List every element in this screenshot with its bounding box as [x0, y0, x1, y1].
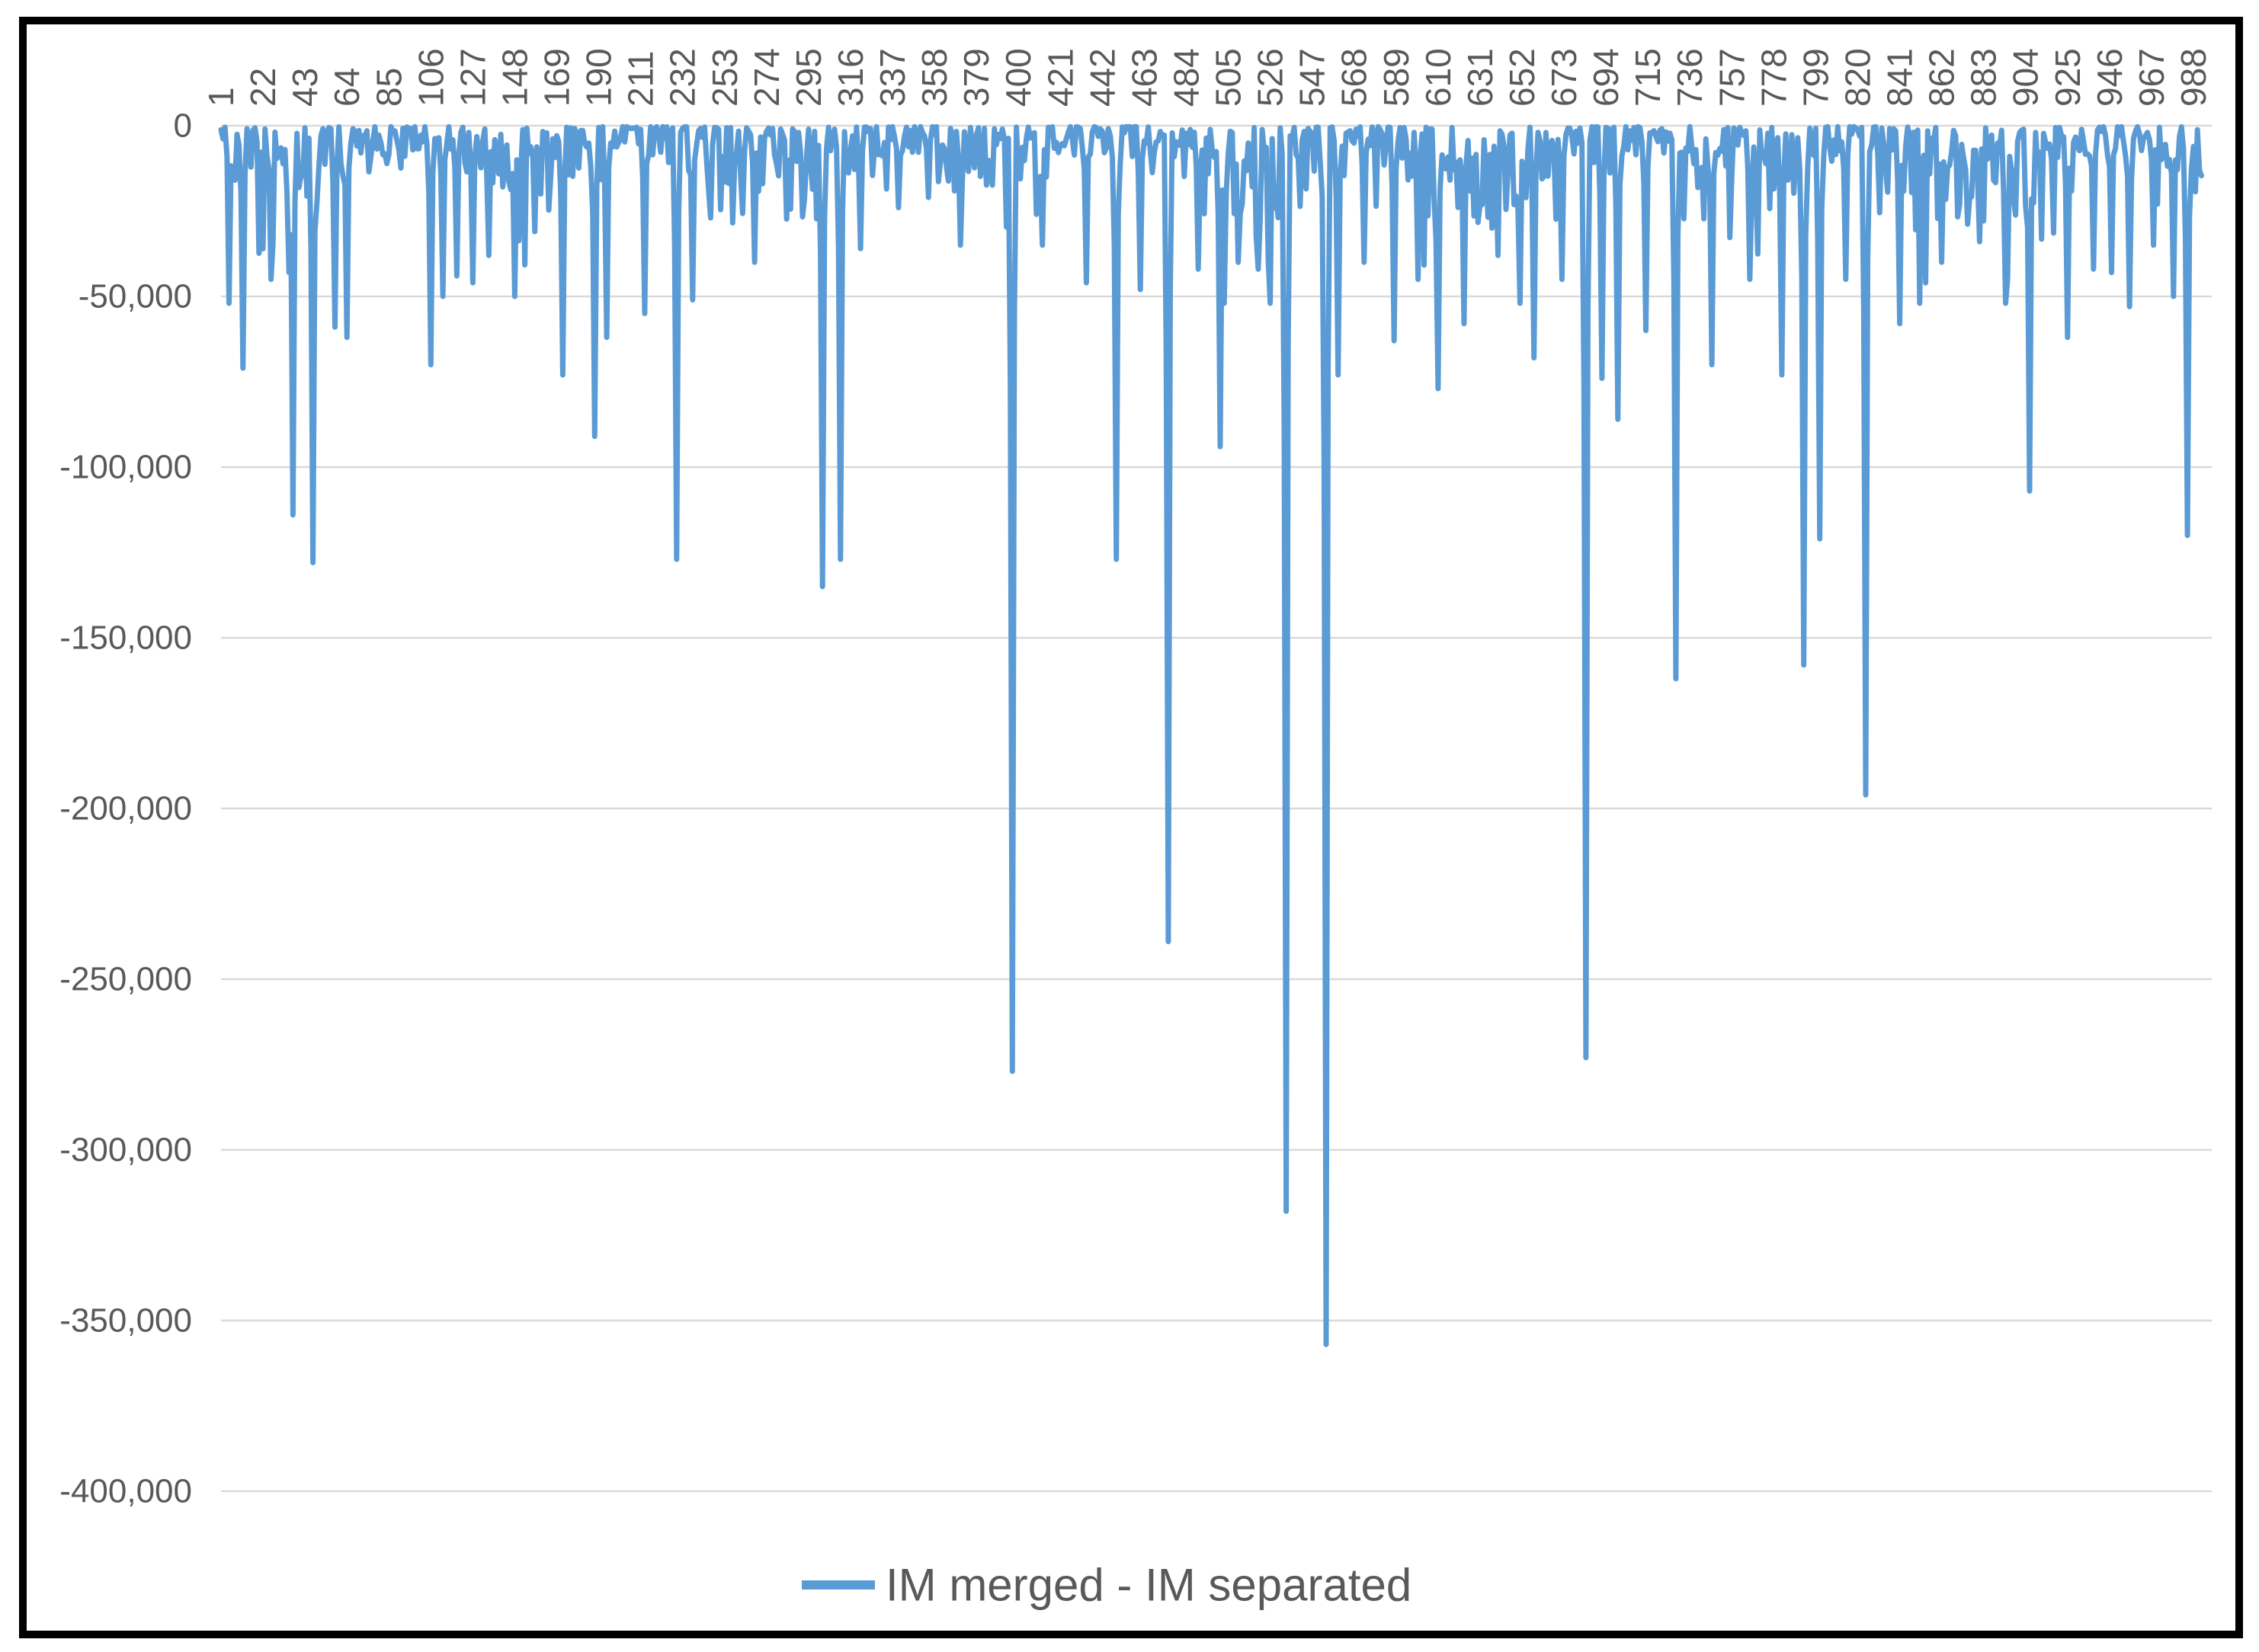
series-line [218, 123, 2204, 1347]
svg-text:106: 106 [411, 48, 450, 107]
svg-text:43: 43 [285, 68, 325, 107]
svg-text:190: 190 [579, 48, 619, 107]
svg-text:295: 295 [789, 48, 828, 107]
x-axis-tick-labels: 1 22 43 64 85 106 127 148 169 190 211 232 253 274 295 3… [201, 48, 2213, 107]
svg-text:799: 799 [1796, 48, 1835, 107]
svg-text:-150,000: -150,000 [59, 620, 192, 657]
svg-text:568: 568 [1335, 48, 1374, 107]
svg-text:232: 232 [663, 48, 703, 107]
svg-text:-200,000: -200,000 [59, 790, 192, 828]
svg-text:-50,000: -50,000 [79, 278, 192, 315]
svg-text:442: 442 [1082, 48, 1122, 107]
svg-text:610: 610 [1418, 48, 1458, 107]
svg-text:694: 694 [1586, 48, 1626, 107]
svg-text:127: 127 [453, 48, 492, 107]
series-line-group [218, 123, 2204, 1347]
svg-text:736: 736 [1670, 48, 1709, 107]
svg-text:967: 967 [2132, 48, 2171, 107]
svg-text:148: 148 [495, 48, 534, 107]
svg-text:274: 274 [747, 48, 787, 107]
svg-text:379: 379 [956, 48, 996, 107]
svg-text:-400,000: -400,000 [59, 1473, 192, 1510]
svg-text:358: 358 [915, 48, 954, 107]
svg-text:925: 925 [2048, 48, 2088, 107]
svg-text:841: 841 [1880, 48, 1920, 107]
svg-text:778: 778 [1754, 48, 1793, 107]
svg-text:421: 421 [1040, 48, 1080, 107]
svg-text:505: 505 [1209, 48, 1248, 107]
svg-text:316: 316 [831, 48, 870, 107]
svg-text:400: 400 [998, 48, 1038, 107]
svg-text:211: 211 [621, 51, 661, 107]
svg-text:1: 1 [201, 87, 241, 107]
svg-text:-350,000: -350,000 [59, 1302, 192, 1340]
svg-text:64: 64 [327, 68, 367, 107]
svg-text:862: 862 [1922, 48, 1962, 107]
legend: IM merged - IM separated [802, 1560, 1411, 1611]
svg-text:988: 988 [2174, 48, 2213, 107]
svg-text:85: 85 [369, 68, 409, 107]
svg-text:820: 820 [1838, 48, 1877, 107]
y-axis-tick-labels: 0 -50,000 -100,000 -150,000 -200,000 -250,000… [59, 107, 192, 1510]
svg-text:484: 484 [1166, 48, 1206, 107]
legend-label: IM merged - IM separated [886, 1560, 1411, 1611]
svg-text:715: 715 [1628, 48, 1668, 107]
svg-text:0: 0 [174, 107, 192, 145]
svg-text:946: 946 [2090, 48, 2129, 107]
svg-text:757: 757 [1712, 48, 1751, 107]
svg-text:547: 547 [1293, 48, 1332, 107]
svg-text:-100,000: -100,000 [59, 449, 192, 486]
svg-text:-250,000: -250,000 [59, 961, 192, 998]
svg-text:904: 904 [2006, 48, 2046, 107]
svg-text:169: 169 [537, 48, 577, 107]
svg-text:337: 337 [873, 48, 912, 107]
chart-frame-border [19, 17, 2243, 1638]
gridlines [221, 124, 2212, 1493]
svg-text:463: 463 [1124, 48, 1164, 107]
svg-text:883: 883 [1964, 48, 2004, 107]
svg-text:652: 652 [1502, 48, 1542, 107]
svg-text:673: 673 [1544, 48, 1584, 107]
svg-text:-300,000: -300,000 [59, 1132, 192, 1169]
svg-text:22: 22 [243, 68, 283, 107]
svg-text:253: 253 [705, 48, 745, 107]
svg-text:589: 589 [1376, 48, 1416, 107]
svg-text:526: 526 [1251, 48, 1290, 107]
svg-text:631: 631 [1460, 48, 1500, 107]
